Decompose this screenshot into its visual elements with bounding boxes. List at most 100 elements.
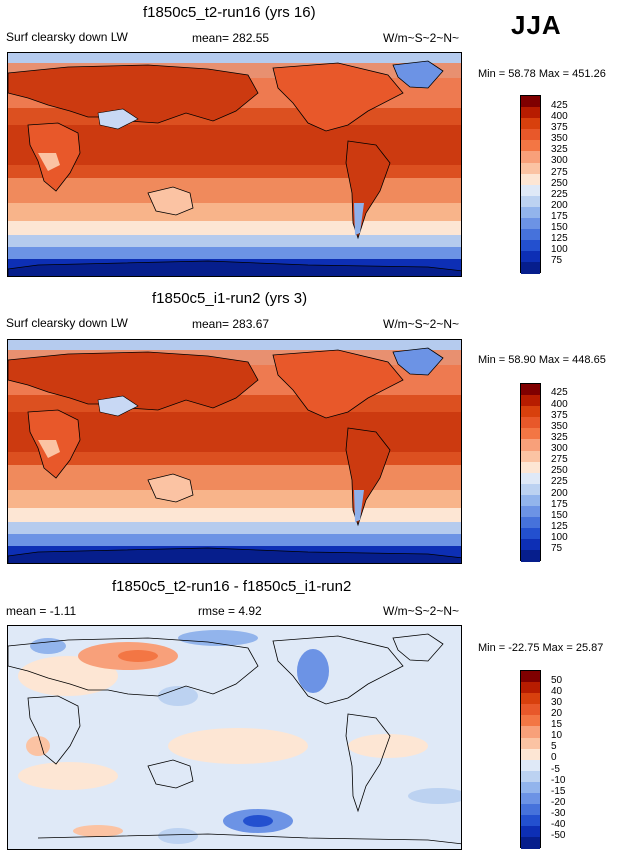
- panel1-colorbar-tick: 350: [551, 133, 568, 144]
- panel3-colorbar-swatch: [521, 671, 540, 683]
- panel2-minmax-label: Min = 58.90 Max = 448.65: [478, 354, 606, 366]
- panel1-units-label: W/m~S~2~N~: [383, 31, 460, 45]
- panel3-colorbar-tick: 10: [551, 730, 563, 741]
- panel1-colorbar: [520, 95, 541, 274]
- panel1-colorbar-tick: 150: [551, 222, 568, 233]
- panel3-colorbar: [520, 670, 541, 849]
- panel2-mean-label: mean= 283.67: [192, 317, 270, 331]
- panel2-colorbar-swatch: [521, 450, 540, 462]
- panel1-colorbar-tick: 100: [551, 244, 568, 255]
- panel3-colorbar-tick: -15: [551, 786, 566, 797]
- panel2-colorbar-tick: 150: [551, 510, 568, 521]
- panel1-colorbar-swatch: [521, 118, 540, 130]
- panel1-minmax-label: Min = 58.78 Max = 451.26: [478, 68, 606, 80]
- panel1-colorbar-tick: 175: [551, 211, 568, 222]
- panel1-colorbar-swatch: [521, 206, 540, 219]
- panel2-colorbar-tick: 350: [551, 421, 568, 432]
- panel1-colorbar-tick: 375: [551, 122, 568, 133]
- panel2-colorbar-tick: 175: [551, 499, 568, 510]
- panel3-colorbar-tick: -20: [551, 797, 566, 808]
- panel3-mean-label: mean = -1.11: [6, 604, 77, 618]
- panel2-colorbar-tick: 275: [551, 454, 568, 465]
- panel1-map: [7, 52, 462, 277]
- panel3-colorbar-swatch: [521, 737, 540, 749]
- panel3-minmax-label: Min = -22.75 Max = 25.87: [478, 642, 604, 654]
- panel3-colorbar-swatch: [521, 781, 540, 794]
- panel1-colorbar-tick: 400: [551, 111, 568, 122]
- panel1-colorbar-swatch: [521, 218, 540, 230]
- panel2-colorbar-swatch: [521, 395, 540, 407]
- panel3-colorbar-tick: 30: [551, 697, 563, 708]
- panel3-colorbar-swatch: [521, 759, 540, 771]
- panel3-colorbar-tick: 5: [551, 741, 557, 752]
- panel1-colorbar-swatch: [521, 107, 540, 119]
- panel2-colorbar-swatch: [521, 539, 540, 551]
- panel2-units-label: W/m~S~2~N~: [383, 317, 460, 331]
- panel3-colorbar-swatch: [521, 715, 540, 727]
- panel2-colorbar-swatch: [521, 417, 540, 429]
- panel2-colorbar-tick: 200: [551, 488, 568, 499]
- panel3-title: f1850c5_t2-run16 - f1850c5_i1-run2: [112, 578, 352, 595]
- panel3-colorbar-swatch: [521, 804, 540, 816]
- panel3-rmse-label: rmse = 4.92: [198, 604, 262, 618]
- panel2-colorbar-tick: 100: [551, 532, 568, 543]
- panel3-colorbar-swatch: [521, 826, 540, 838]
- panel3-colorbar-tick: -50: [551, 830, 566, 841]
- panel1-colorbar-swatch: [521, 195, 540, 207]
- panel3-colorbar-swatch: [521, 770, 540, 782]
- panel1-colorbar-swatch: [521, 151, 540, 163]
- panel1-colorbar-swatch: [521, 262, 540, 274]
- panel3-colorbar-tick: -10: [551, 775, 566, 786]
- panel2-colorbar-swatch: [521, 406, 540, 418]
- panel3-colorbar-tick: 15: [551, 719, 563, 730]
- panel3-colorbar-swatch: [521, 726, 540, 738]
- panel2-colorbar-tick: 225: [551, 476, 568, 487]
- panel2-colorbar-swatch: [521, 506, 540, 518]
- panel1-colorbar-swatch: [521, 173, 540, 185]
- panel1-colorbar-swatch: [521, 184, 540, 196]
- panel1-colorbar-tick: 125: [551, 233, 568, 244]
- panel3-colorbar-swatch: [521, 815, 540, 827]
- panel2-colorbar-swatch: [521, 461, 540, 473]
- panel2-colorbar-swatch: [521, 483, 540, 495]
- panel2-colorbar-tick: 75: [551, 543, 563, 554]
- panel2-colorbar-tick: 125: [551, 521, 568, 532]
- panel1-variable-label: Surf clearsky down LW: [6, 30, 128, 44]
- panel1-colorbar-swatch: [521, 251, 540, 263]
- panel1-colorbar-tick: 300: [551, 155, 568, 166]
- panel3-colorbar-tick: -5: [551, 764, 560, 775]
- panel3-colorbar-tick: 40: [551, 686, 563, 697]
- panel3-colorbar-tick: 20: [551, 708, 563, 719]
- panel2-colorbar-swatch: [521, 439, 540, 451]
- panel3-colorbar-tick: 0: [551, 752, 557, 763]
- panel3-map: [7, 625, 462, 850]
- panel1-colorbar-swatch: [521, 162, 540, 174]
- panel2-colorbar-tick: 325: [551, 432, 568, 443]
- panel3-colorbar-swatch: [521, 682, 540, 694]
- panel2-colorbar-tick: 400: [551, 399, 568, 410]
- panel1-colorbar-tick: 275: [551, 167, 568, 178]
- panel2-colorbar: [520, 383, 541, 562]
- panel2-colorbar-tick: 300: [551, 443, 568, 454]
- panel2-colorbar-tick: 425: [551, 387, 568, 398]
- panel3-colorbar-swatch: [521, 704, 540, 716]
- panel2-map: [7, 339, 462, 564]
- panel1-colorbar-swatch: [521, 229, 540, 241]
- panel3-colorbar-tick: -30: [551, 808, 566, 819]
- panel2-colorbar-tick: 250: [551, 465, 568, 476]
- panel3-colorbar-tick: 50: [551, 675, 563, 686]
- panel1-colorbar-tick: 200: [551, 200, 568, 211]
- panel2-colorbar-swatch: [521, 494, 540, 507]
- panel1-colorbar-tick: 250: [551, 178, 568, 189]
- panel3-colorbar-tick: -40: [551, 819, 566, 830]
- panel1-colorbar-tick: 325: [551, 144, 568, 155]
- panel1-title: f1850c5_t2-run16 (yrs 16): [143, 4, 316, 21]
- panel3-colorbar-swatch: [521, 837, 540, 849]
- panel3-colorbar-swatch: [521, 693, 540, 705]
- panel1-colorbar-swatch: [521, 96, 540, 108]
- panel1-colorbar-swatch: [521, 240, 540, 252]
- panel2-colorbar-swatch: [521, 517, 540, 529]
- panel1-colorbar-swatch: [521, 140, 540, 152]
- panel3-colorbar-swatch: [521, 748, 540, 760]
- panel2-colorbar-swatch: [521, 528, 540, 540]
